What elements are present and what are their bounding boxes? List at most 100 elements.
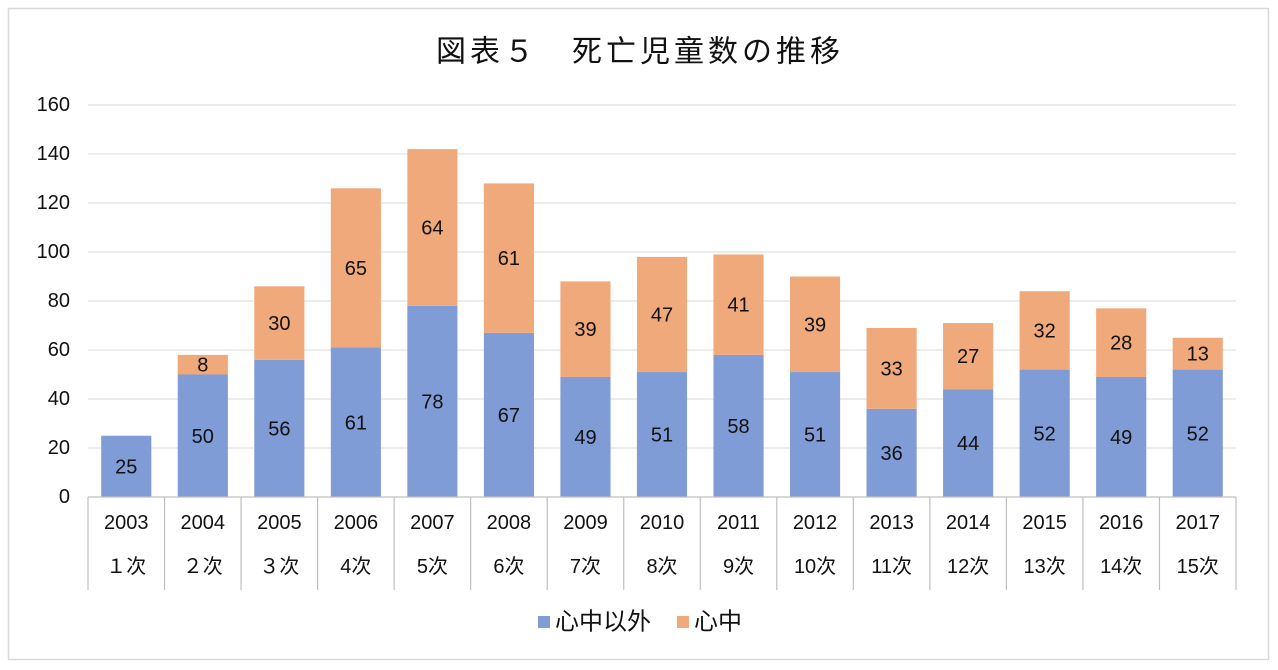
- bar-shinchu-2009: [560, 281, 611, 377]
- bar-shinchu-igai-2006: [330, 347, 381, 497]
- bar-shinchu-igai-2017: [1172, 369, 1223, 497]
- legend-label-shinchu: 心中: [694, 609, 742, 636]
- x-subtick-label-2015: 13次: [1024, 555, 1066, 578]
- data-label-shinchu-2012: 39: [804, 314, 826, 336]
- data-label-shinchu-2011: 41: [727, 295, 749, 317]
- x-subtick-label-2010: 8次: [646, 555, 677, 578]
- x-tick-label-2017: 2017: [1175, 512, 1220, 534]
- bar-shinchu-2004: [177, 354, 228, 375]
- data-label-shinchu-igai-2005: 56: [268, 418, 290, 440]
- data-label-shinchu-2014: 27: [957, 346, 979, 368]
- y-tick-label-80: 80: [48, 290, 70, 312]
- y-tick-label-100: 100: [37, 241, 70, 263]
- x-tick-label-2012: 2012: [793, 512, 838, 534]
- bar-shinchu-igai-2016: [1096, 376, 1147, 497]
- legend: 心中以外 心中: [538, 609, 742, 636]
- x-tick-label-2005: 2005: [257, 512, 302, 534]
- bar-shinchu-2010: [636, 256, 688, 373]
- bar-shinchu-2016: [1096, 308, 1147, 377]
- x-tick-label-2013: 2013: [869, 512, 914, 534]
- bar-shinchu-2011: [713, 254, 764, 355]
- x-subtick-label-2012: 10次: [794, 555, 836, 578]
- x-tick-label-2008: 2008: [487, 512, 532, 534]
- data-label-shinchu-2010: 47: [651, 304, 673, 326]
- x-tick-label-2006: 2006: [334, 512, 379, 534]
- x-axis: 2003 １次 2004 ２次 2005 ３次 2006 4次 2007 5次 2008 6次 2009…: [87, 496, 1237, 590]
- legend-label-shinchu-igai: 心中以外: [555, 609, 651, 636]
- y-tick-label-60: 60: [48, 339, 70, 361]
- x-tick-label-2015: 2015: [1022, 512, 1067, 534]
- data-label-shinchu-2006: 65: [345, 258, 367, 280]
- bar-shinchu-igai-2013: [866, 408, 917, 497]
- data-label-shinchu-igai-2014: 44: [957, 433, 979, 455]
- x-tick-label-2010: 2010: [640, 512, 685, 534]
- data-label-shinchu-igai-2007: 78: [421, 391, 443, 413]
- legend-swatch-shinchu: [677, 616, 689, 628]
- x-tick-label-2014: 2014: [946, 512, 991, 534]
- data-label-shinchu-igai-2013: 36: [880, 443, 902, 465]
- x-subtick-label-2014: 12次: [947, 555, 989, 578]
- bar-shinchu-igai-2015: [1019, 369, 1070, 497]
- data-label-shinchu-igai-2010: 51: [651, 425, 673, 447]
- data-label-shinchu-2013: 33: [880, 358, 902, 380]
- x-tick-label-2004: 2004: [181, 512, 226, 534]
- x-subtick-label-2005: ３次: [259, 555, 299, 578]
- y-axis: 0 20 40 60 80 100 120 140 160: [37, 94, 70, 508]
- y-tick-label-20: 20: [48, 437, 70, 459]
- x-tick-label-2007: 2007: [410, 512, 455, 534]
- bar-shinchu-2013: [866, 327, 917, 409]
- x-tick-label-2011: 2011: [717, 512, 760, 534]
- x-subtick-label-2017: 15次: [1177, 555, 1219, 578]
- data-label-shinchu-igai-2012: 51: [804, 425, 826, 447]
- bar-shinchu-2014: [943, 323, 994, 390]
- y-tick-label-0: 0: [59, 486, 70, 508]
- x-subtick-label-2003: １次: [106, 555, 146, 578]
- data-labels: 25 50 56 61 78 67 49 51 58 51 36 44 52 49 52 8 30 65 64 61 3…: [115, 218, 1209, 479]
- y-tick-label-160: 160: [37, 94, 70, 116]
- data-label-shinchu-2005: 30: [268, 313, 290, 335]
- y-tick-label-40: 40: [48, 388, 70, 410]
- bar-shinchu-2015: [1019, 291, 1070, 370]
- y-tick-label-140: 140: [37, 143, 70, 165]
- x-tick-label-2009: 2009: [563, 512, 608, 534]
- x-subtick-label-2011: 9次: [723, 555, 754, 578]
- x-subtick-label-2006: 4次: [340, 555, 371, 578]
- data-label-shinchu-igai-2017: 52: [1187, 423, 1209, 445]
- bar-shinchu-igai-2014: [943, 389, 994, 497]
- y-tick-label-120: 120: [37, 192, 70, 214]
- bar-shinchu-igai-2010: [636, 372, 688, 497]
- bar-shinchu-igai-2005: [254, 359, 305, 497]
- bar-shinchu-igai-2008: [483, 332, 534, 497]
- data-label-shinchu-2004: 8: [197, 355, 208, 377]
- bar-shinchu-2006: [330, 188, 381, 348]
- bar-shinchu-igai-2007: [407, 305, 458, 497]
- x-subtick-label-2007: 5次: [417, 555, 448, 578]
- bar-shinchu-igai-2012: [790, 372, 841, 497]
- legend-swatch-shinchu-igai: [538, 616, 550, 628]
- x-tick-label-2016: 2016: [1099, 512, 1144, 534]
- data-label-shinchu-2015: 32: [1034, 320, 1056, 342]
- bar-shinchu-igai-2011: [713, 354, 764, 497]
- data-label-shinchu-igai-2006: 61: [345, 412, 367, 434]
- x-subtick-label-2013: 11次: [871, 555, 912, 578]
- data-label-shinchu-igai-2011: 58: [727, 416, 749, 438]
- bar-shinchu-2007: [407, 149, 458, 306]
- bar-shinchu-igai-2004: [177, 374, 228, 497]
- bars: [101, 149, 1223, 497]
- data-label-shinchu-2016: 28: [1110, 333, 1132, 355]
- x-subtick-label-2004: ２次: [183, 555, 223, 578]
- bar-shinchu-igai-2009: [560, 376, 611, 497]
- bar-shinchu-2005: [254, 286, 305, 360]
- data-label-shinchu-igai-2003: 25: [115, 456, 137, 478]
- data-label-shinchu-igai-2004: 50: [192, 426, 214, 448]
- x-subtick-label-2016: 14次: [1100, 555, 1142, 578]
- data-label-shinchu-igai-2015: 52: [1034, 423, 1056, 445]
- data-label-shinchu-2007: 64: [421, 218, 443, 240]
- x-subtick-label-2009: 7次: [570, 555, 601, 578]
- data-label-shinchu-2009: 39: [574, 319, 596, 341]
- bar-shinchu-2012: [790, 276, 841, 373]
- x-subtick-label-2008: 6次: [493, 555, 524, 578]
- chart-title: 図表５ 死亡児童数の推移: [436, 36, 844, 69]
- data-label-shinchu-2017: 13: [1187, 344, 1209, 366]
